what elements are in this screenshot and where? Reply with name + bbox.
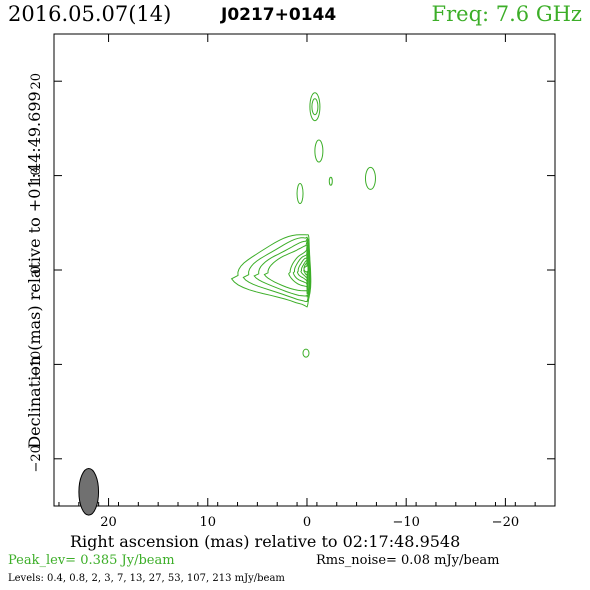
axis-ticks bbox=[54, 34, 555, 506]
y-tick-label: 20 bbox=[29, 73, 44, 90]
knot-contour bbox=[328, 176, 333, 186]
core-contour bbox=[230, 234, 312, 308]
x-tick-label: 20 bbox=[100, 515, 117, 530]
x-tick-label: −10 bbox=[392, 515, 419, 530]
y-tick-label: −20 bbox=[29, 445, 44, 472]
frequency-label: Freq: 7.6 GHz bbox=[431, 2, 582, 26]
y-tick-label: −10 bbox=[29, 351, 44, 378]
contour-layer bbox=[78, 92, 376, 516]
peak-level: Peak_lev= 0.385 Jy/beam bbox=[8, 553, 175, 568]
knot-contour bbox=[309, 92, 321, 122]
x-tick-label: 0 bbox=[303, 515, 311, 530]
core-contour bbox=[292, 248, 309, 290]
core-contour bbox=[303, 263, 309, 274]
y-tick-label: 0 bbox=[29, 266, 44, 274]
core-contour bbox=[263, 240, 310, 295]
source-name: J0217+0144 bbox=[221, 5, 337, 25]
x-tick-label: −20 bbox=[492, 515, 519, 530]
core-contour bbox=[242, 236, 311, 303]
tick-labels: 20 10 0 −10 −20 20 10 0 −10 −20 bbox=[29, 73, 519, 530]
knot-contour bbox=[296, 183, 304, 205]
x-axis-label: Right ascension (mas) relative to 02:17:… bbox=[70, 532, 461, 551]
knot-contour bbox=[302, 348, 310, 358]
y-axis-label: Declination (mas) relative to +01:44:49.… bbox=[25, 91, 44, 448]
knot-contour bbox=[364, 166, 376, 190]
knot-contour bbox=[314, 139, 324, 163]
beam-ellipse bbox=[78, 468, 100, 516]
knot-contour bbox=[311, 98, 319, 116]
y-tick-label: 10 bbox=[29, 167, 44, 184]
observation-date: 2016.05.07(14) bbox=[8, 2, 172, 26]
contour-levels: Levels: 0.4, 0.8, 2, 3, 7, 13, 27, 53, 1… bbox=[8, 573, 285, 584]
x-tick-label: 10 bbox=[199, 515, 216, 530]
rms-noise: Rms_noise= 0.08 mJy/beam bbox=[316, 553, 500, 568]
